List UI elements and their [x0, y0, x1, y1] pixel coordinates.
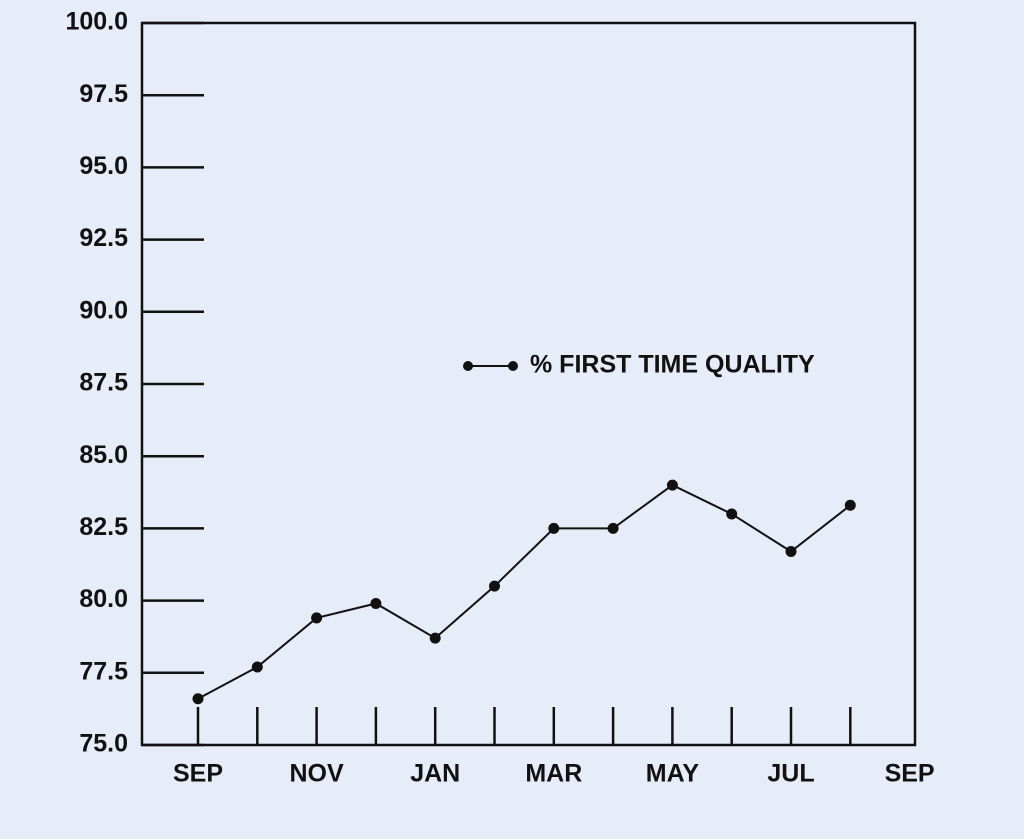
- y-tick-label: 100.0: [65, 8, 128, 36]
- legend-marker: [508, 361, 518, 371]
- y-tick-label: 77.5: [79, 657, 128, 685]
- y-tick-label: 95.0: [79, 152, 128, 180]
- y-tick-label: 92.5: [79, 224, 128, 252]
- y-tick-label: 87.5: [79, 369, 128, 397]
- data-point: [548, 522, 560, 534]
- data-point: [666, 479, 678, 491]
- x-tick-label: MAR: [525, 760, 582, 788]
- x-tick-label: JUL: [767, 760, 814, 788]
- x-tick-label: NOV: [290, 760, 345, 788]
- y-tick-label: 82.5: [79, 513, 128, 541]
- y-tick-label: 75.0: [79, 730, 128, 758]
- y-tick-label: 90.0: [79, 296, 128, 324]
- legend-marker: [463, 361, 473, 371]
- y-tick-label: 97.5: [79, 80, 128, 108]
- data-point: [785, 546, 797, 558]
- y-tick-label: 85.0: [79, 441, 128, 469]
- data-point: [370, 597, 382, 609]
- data-point: [192, 693, 204, 705]
- data-point: [726, 508, 738, 520]
- y-tick-label: 80.0: [79, 585, 128, 613]
- data-point: [429, 632, 441, 644]
- series-line: [197, 483, 851, 700]
- x-tick-label: SEP: [173, 760, 223, 788]
- x-tick-label: SEP: [885, 760, 935, 788]
- data-point: [607, 522, 619, 534]
- legend-label: % FIRST TIME QUALITY: [530, 351, 815, 379]
- x-tick-label: JAN: [410, 760, 460, 788]
- data-point: [311, 612, 323, 624]
- data-point: [251, 661, 263, 673]
- x-tick-label: MAY: [646, 760, 700, 788]
- data-point: [844, 499, 856, 511]
- data-point: [489, 580, 500, 592]
